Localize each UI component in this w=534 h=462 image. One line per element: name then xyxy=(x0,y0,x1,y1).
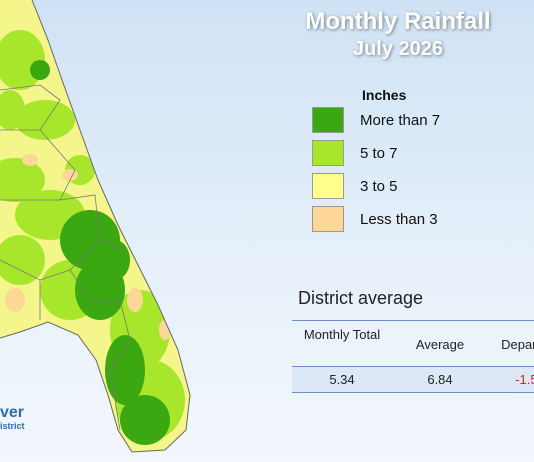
rainfall-map xyxy=(0,0,190,452)
table-cell: -1.50 xyxy=(515,372,534,387)
logo-text: istrict xyxy=(0,421,25,431)
map-outline xyxy=(0,0,191,453)
legend-label: 5 to 7 xyxy=(360,145,398,162)
legend-label: 3 to 5 xyxy=(360,178,398,195)
table-rule xyxy=(292,320,534,321)
legend-title: Inches xyxy=(362,87,407,103)
table-cell: 6.84 xyxy=(427,372,453,387)
legend-swatch xyxy=(312,206,344,232)
table-title: District average xyxy=(298,288,424,308)
column-header: Departure xyxy=(501,337,534,352)
subtitle: July 2026 xyxy=(352,38,444,60)
legend-swatch xyxy=(312,173,344,199)
legend-label: More than 7 xyxy=(360,112,441,129)
title: Monthly Rainfall xyxy=(305,8,491,35)
column-header: Monthly Total xyxy=(303,327,381,342)
column-header: Average xyxy=(415,337,465,352)
legend-swatch xyxy=(312,107,344,133)
legend-swatch xyxy=(312,140,344,166)
legend-label: Less than 3 xyxy=(360,211,438,228)
logo-text: ver xyxy=(0,404,25,421)
table-row-band xyxy=(292,366,534,393)
table-cell: 5.34 xyxy=(329,372,355,387)
